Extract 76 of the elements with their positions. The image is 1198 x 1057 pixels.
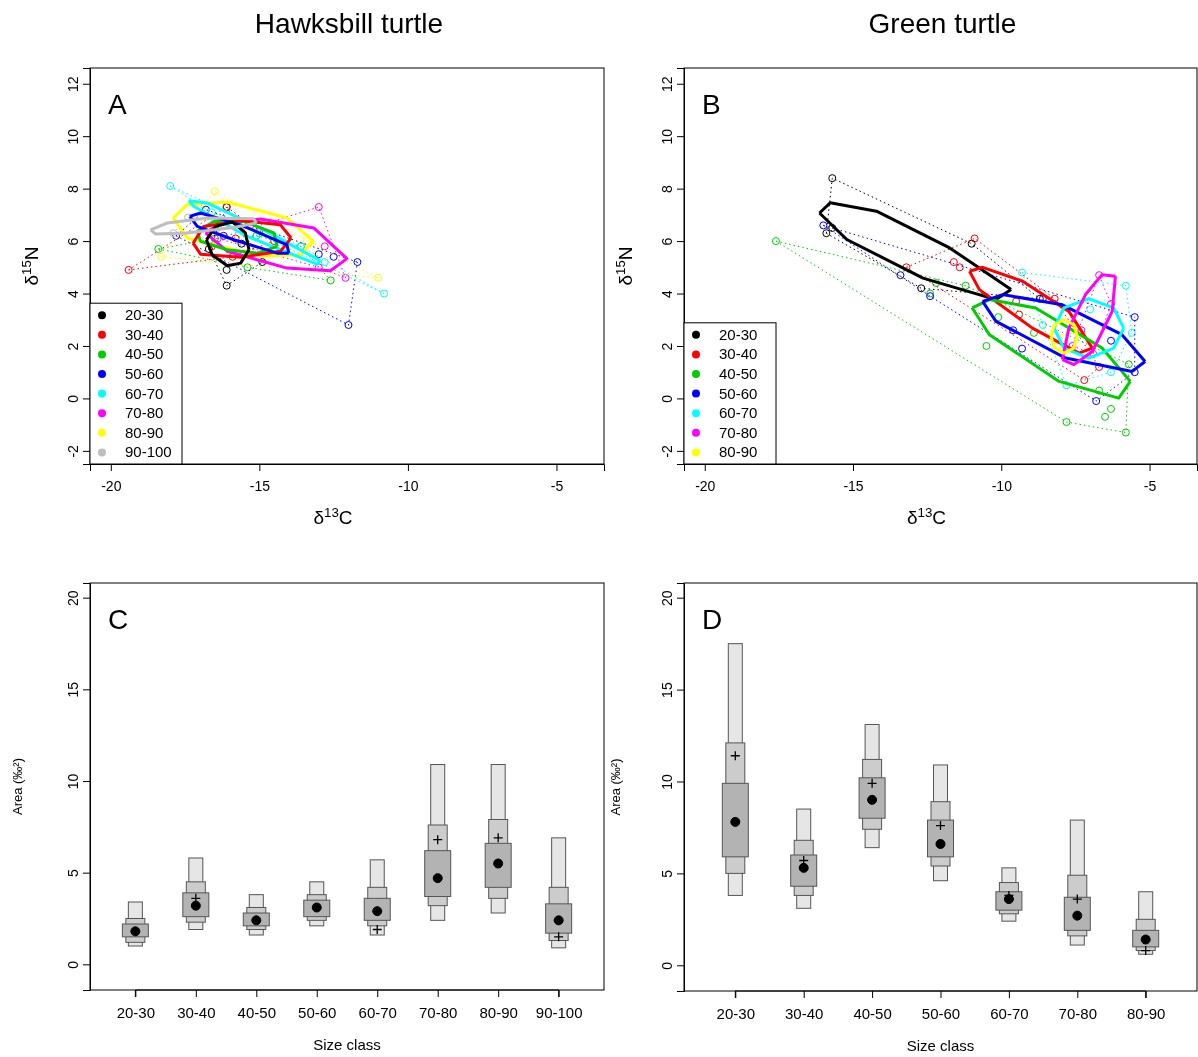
legend-label: 20-30 (719, 325, 758, 343)
legend-label: 70-80 (125, 404, 164, 422)
x-tick-label: 60-70 (358, 1003, 397, 1021)
x-tick-label: 50-60 (921, 1004, 961, 1022)
legend-label: 20-30 (125, 306, 164, 324)
y-tick-label: 0 (65, 394, 81, 403)
y-tick-label: 0 (65, 960, 81, 969)
legend-label: 60-70 (125, 384, 164, 402)
x-tick-label: 70-80 (419, 1003, 458, 1021)
y-tick-label: 4 (659, 289, 675, 298)
y-tick-label: 6 (65, 237, 81, 246)
y-tick-label: 4 (65, 289, 81, 298)
x-tick-label: 60-70 (990, 1004, 1029, 1022)
y-tick-label: 5 (65, 869, 81, 878)
y-axis-title: Area (‰²) (608, 758, 623, 816)
legend-label: 50-60 (125, 365, 164, 382)
y-tick-label: 10 (65, 773, 81, 790)
x-tick-label: 40-50 (853, 1004, 892, 1022)
legend-label: 50-60 (719, 384, 758, 402)
x-axis-title: δ$^{13}$C (313, 504, 353, 528)
legend-label: 90-100 (125, 443, 172, 461)
y-tick-label: 10 (65, 128, 81, 145)
chart-title: Hawksbill turtle (254, 8, 444, 39)
y-tick-label: 2 (659, 342, 675, 351)
x-tick-label: -20 (695, 477, 716, 494)
x-tick-label: -15 (249, 477, 271, 494)
x-axis-title: δ$^{13}$C (906, 504, 947, 528)
x-tick-label: -10 (991, 477, 1013, 494)
y-tick-label: 20 (659, 590, 675, 606)
y-tick-label: 10 (659, 773, 675, 790)
y-tick-label: 6 (659, 237, 675, 246)
legend-label: 30-40 (719, 345, 758, 363)
y-tick-label: 12 (65, 76, 81, 93)
x-axis-title: Size class (313, 1036, 381, 1053)
annotation: D (702, 604, 723, 635)
x-tick-label: 40-50 (237, 1003, 276, 1021)
y-tick-label: 2 (65, 342, 81, 351)
x-tick-label: 30-40 (785, 1004, 824, 1022)
y-tick-label: -2 (659, 444, 675, 458)
y-tick-label: 15 (65, 681, 81, 698)
annotation: C (108, 604, 129, 635)
legend-label: 30-40 (125, 325, 164, 343)
annotation: A (108, 89, 127, 120)
y-tick-label: 10 (659, 128, 675, 145)
y-tick-label: 12 (659, 76, 675, 93)
y-tick-label: 5 (659, 869, 675, 878)
y-tick-label: 0 (659, 394, 675, 403)
legend-label: 60-70 (719, 404, 758, 422)
legend-label: 80-90 (125, 423, 164, 441)
annotation: B (702, 89, 721, 120)
y-tick-label: 20 (65, 590, 81, 606)
legend-label: 70-80 (719, 423, 758, 441)
x-tick-label: 80-90 (1127, 1004, 1166, 1022)
x-tick-label: -10 (398, 477, 419, 494)
legend-label: 40-50 (719, 365, 758, 382)
y-tick-label: -2 (65, 444, 81, 458)
y-tick-label: 0 (659, 961, 675, 970)
y-tick-label: 15 (659, 682, 675, 698)
chart-title: Green turtle (868, 8, 1017, 39)
x-tick-label: 20-30 (716, 1004, 755, 1022)
x-tick-label: -15 (843, 477, 864, 494)
x-tick-label: -5 (1143, 477, 1157, 494)
x-tick-label: -5 (550, 477, 564, 494)
x-tick-label: 30-40 (177, 1003, 216, 1021)
x-axis-title: Size class (906, 1037, 975, 1054)
y-tick-label: 8 (659, 185, 675, 194)
y-axis-title: Area (‰²) (10, 757, 25, 816)
x-tick-label: 50-60 (298, 1003, 337, 1021)
x-tick-label: 90-100 (535, 1003, 583, 1021)
x-tick-label: 70-80 (1058, 1004, 1097, 1022)
y-tick-label: 8 (65, 185, 81, 194)
x-tick-label: 20-30 (116, 1003, 156, 1021)
x-tick-label: 80-90 (479, 1003, 518, 1021)
legend-label: 80-90 (719, 443, 758, 461)
x-tick-label: -20 (101, 477, 122, 494)
legend-label: 40-50 (125, 345, 164, 363)
